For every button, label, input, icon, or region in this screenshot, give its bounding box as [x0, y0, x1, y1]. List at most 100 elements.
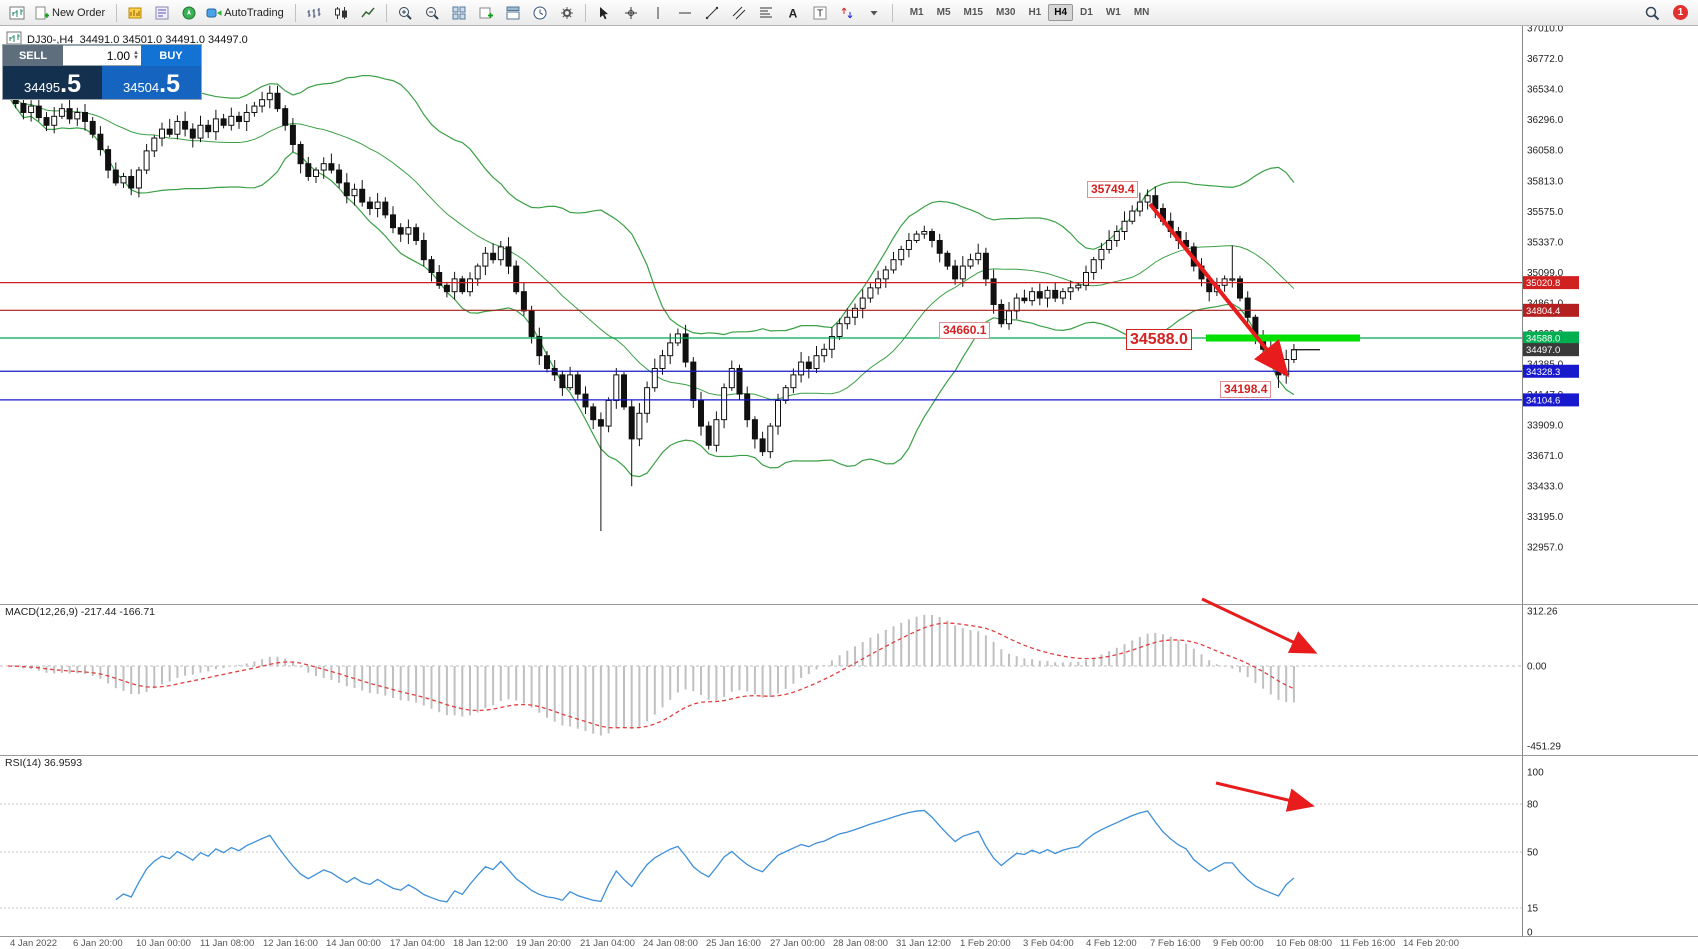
price-callout[interactable]: 34660.1: [939, 322, 991, 339]
candle-body: [536, 335, 543, 357]
volume-down-button[interactable]: ▼: [133, 54, 139, 61]
candle-body: [544, 355, 550, 369]
timeframe-h4[interactable]: H4: [1048, 4, 1074, 21]
candle-body: [828, 335, 835, 350]
autotrading-label: AutoTrading: [224, 6, 284, 19]
candlestick-chart-icon[interactable]: [328, 2, 354, 24]
crosshair-icon[interactable]: [618, 2, 644, 24]
price-callout[interactable]: 35749.4: [1087, 181, 1139, 198]
data-window-icon[interactable]: [149, 2, 175, 24]
macd-axis-label: -451.29: [1527, 741, 1561, 752]
zoom-in-icon[interactable]: [392, 2, 418, 24]
time-axis-label: 11 Feb 16:00: [1340, 938, 1395, 949]
volume-input[interactable]: 1.00 ▲ ▼: [63, 45, 141, 66]
candle-body: [929, 231, 935, 241]
trendline-icon[interactable]: [699, 2, 725, 24]
trend-arrow[interactable]: [1201, 597, 1318, 654]
buy-price-main: 34504: [122, 80, 160, 95]
candle-body: [228, 115, 235, 126]
navigator-icon[interactable]: [176, 2, 202, 24]
price-callout[interactable]: 34588.0: [1126, 329, 1192, 350]
volume-up-button[interactable]: ▲: [133, 49, 139, 56]
text-label-icon[interactable]: T: [807, 2, 833, 24]
line-chart-icon[interactable]: [355, 2, 381, 24]
zoom-out-icon[interactable]: [419, 2, 445, 24]
channel-icon[interactable]: [726, 2, 752, 24]
candle-body: [959, 265, 966, 280]
timeframe-mn[interactable]: MN: [1133, 7, 1150, 18]
candle-body: [1075, 284, 1082, 289]
candle-body: [1144, 195, 1151, 203]
time-axis-label: 4 Feb 12:00: [1086, 938, 1137, 949]
candle-body: [128, 175, 135, 189]
trend-arrow[interactable]: [1215, 781, 1315, 812]
candle-body: [567, 374, 574, 389]
market-watch-icon[interactable]: [122, 2, 148, 24]
candle-body: [1244, 297, 1251, 318]
timeframe-m5[interactable]: M5: [936, 7, 951, 18]
timeframe-m15[interactable]: M15: [963, 7, 983, 18]
highlighted-level-segment[interactable]: [1206, 334, 1360, 342]
candle-body: [405, 227, 412, 235]
timeframe-w1[interactable]: W1: [1105, 7, 1121, 18]
candle-body: [343, 182, 350, 197]
notification-badge[interactable]: 1: [1673, 5, 1688, 20]
trend-arrow[interactable]: [1148, 202, 1290, 378]
shapes-dropdown-icon[interactable]: [861, 2, 887, 24]
macd-axis-label: 312.26: [1527, 606, 1558, 617]
fibonacci-icon[interactable]: [753, 2, 779, 24]
candle-body: [782, 387, 789, 401]
candle-body: [682, 333, 689, 363]
bar-chart-icon[interactable]: [301, 2, 327, 24]
cursor-icon[interactable]: [591, 2, 617, 24]
horizontal-line-icon[interactable]: [672, 2, 698, 24]
candle-body: [905, 239, 912, 250]
buy-price[interactable]: 34504 .5: [102, 66, 201, 99]
price-tag-label: 34497.0: [1526, 345, 1560, 356]
autotrading-button[interactable]: AutoTrading: [203, 2, 290, 24]
price-callout[interactable]: 34198.4: [1220, 381, 1272, 398]
search-icon[interactable]: [1639, 2, 1665, 24]
candle-body: [759, 438, 766, 453]
profiles-icon[interactable]: [500, 2, 526, 24]
timeframe-h1[interactable]: H1: [1028, 7, 1042, 18]
buy-button[interactable]: BUY: [141, 45, 201, 66]
text-icon[interactable]: A: [780, 2, 806, 24]
price-tag-label: 35020.8: [1526, 278, 1560, 289]
price-tag: [1523, 343, 1579, 357]
candle-body: [120, 175, 127, 184]
chart-window-icon[interactable]: [4, 2, 30, 24]
candle-body: [605, 399, 612, 427]
tile-windows-icon[interactable]: [446, 2, 472, 24]
arrows-tool-icon[interactable]: [834, 2, 860, 24]
timeframe-m30[interactable]: M30: [995, 7, 1016, 18]
toolbar-separator: [385, 3, 387, 22]
vertical-line-icon[interactable]: [645, 2, 671, 24]
sell-button[interactable]: SELL: [3, 45, 63, 66]
rsi-axis-label: 15: [1527, 904, 1539, 915]
period-clock-icon[interactable]: [527, 2, 553, 24]
timeframe-d1[interactable]: D1: [1080, 7, 1093, 18]
new-order-button[interactable]: New Order: [31, 2, 111, 24]
chart-properties-icon[interactable]: [554, 2, 580, 24]
time-axis-label: 19 Jan 20:00: [516, 938, 571, 949]
candle-body: [574, 374, 581, 395]
sell-price-main: 34495: [23, 80, 61, 95]
time-axis-label: 21 Jan 04:00: [580, 938, 635, 949]
time-axis-label: 4 Jan 2022: [10, 938, 57, 949]
candle-body: [859, 297, 866, 309]
candle-body: [328, 163, 335, 171]
candle-body: [289, 124, 296, 145]
candle-body: [805, 361, 812, 369]
sell-price[interactable]: 34495 .5: [3, 66, 102, 99]
price-tag-label: 34804.4: [1526, 306, 1560, 317]
toolbar-separator: [116, 3, 118, 22]
new-chart-icon[interactable]: [473, 2, 499, 24]
candle-body: [1067, 287, 1074, 293]
timeframe-m1[interactable]: M1: [909, 7, 924, 18]
candle-body: [690, 361, 697, 401]
price-tag: [1523, 393, 1579, 407]
candle-body: [35, 105, 42, 119]
